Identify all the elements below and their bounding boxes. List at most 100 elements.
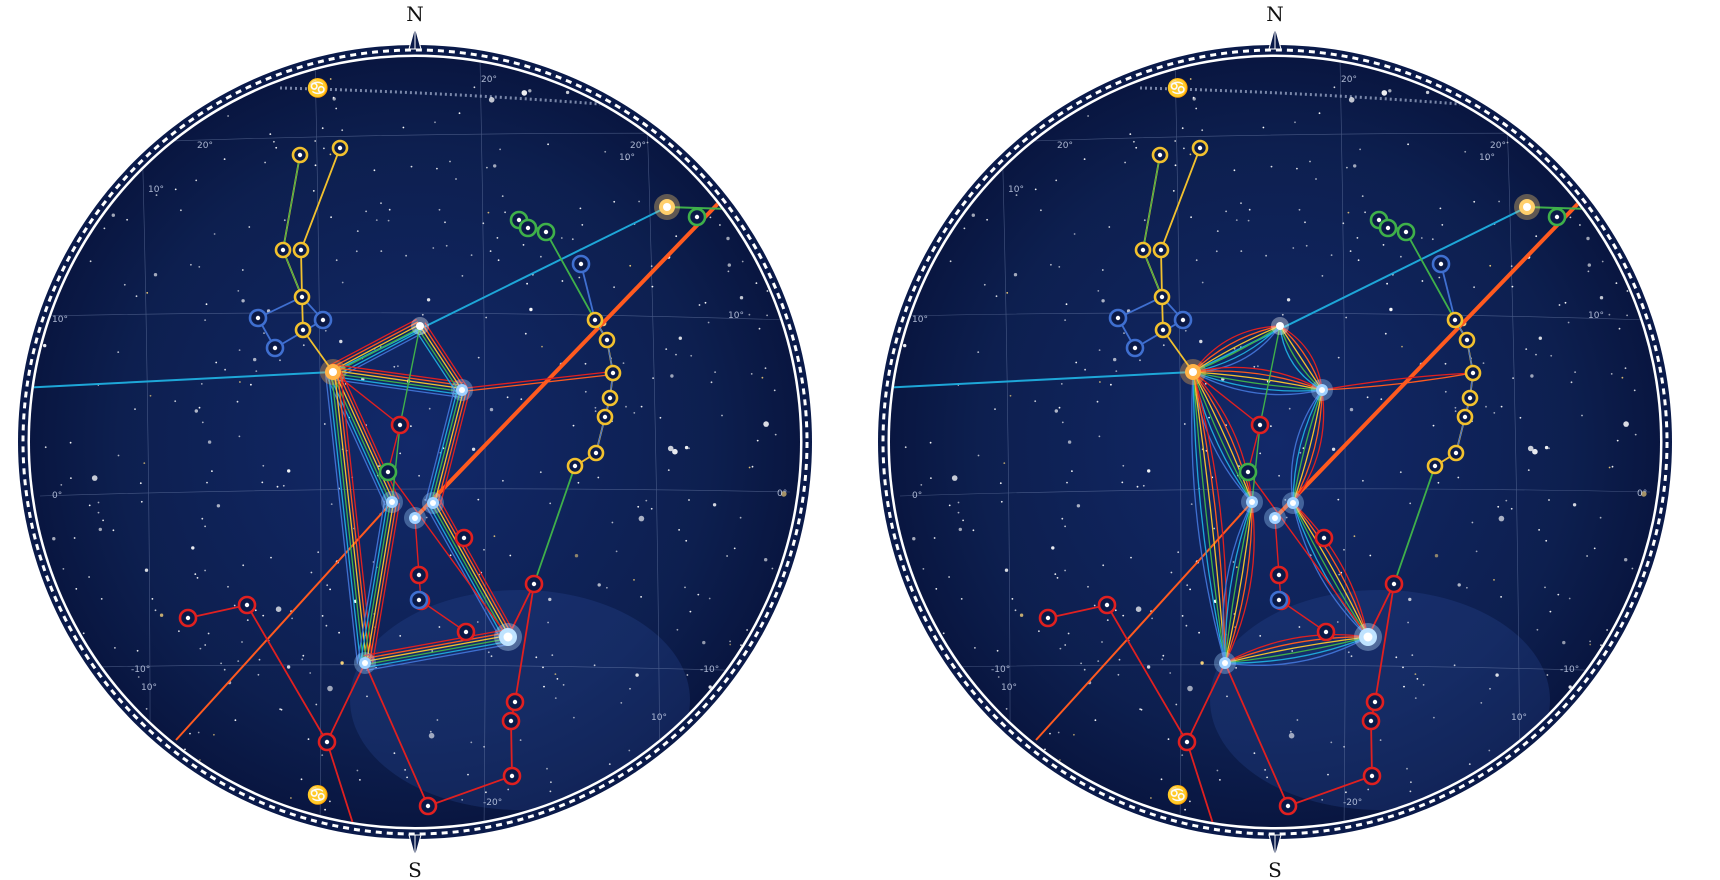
sky-map-left[interactable]: ♋ ♋ 20° 20° 20° 10° 10° 10° 10° 0° 0° -10° -10° 10° 10… xyxy=(0,0,860,880)
star-topB[interactable] xyxy=(687,207,707,227)
edge-strand xyxy=(1292,502,1369,638)
star-clubA[interactable] xyxy=(1152,241,1170,259)
star-rightLow[interactable] xyxy=(1384,574,1404,594)
star-lowA[interactable] xyxy=(1177,732,1197,752)
star-shB[interactable] xyxy=(1458,331,1476,349)
star-arm3[interactable] xyxy=(1173,310,1193,330)
star-g2[interactable] xyxy=(518,218,538,238)
star-shD[interactable] xyxy=(601,389,619,407)
sky-map-right[interactable]: ♋ ♋ 20° 20° 20° 10° 10° 10° 10° 0° 0° -10° -10° 10° 10… xyxy=(860,0,1720,880)
star-blueTop[interactable] xyxy=(1431,254,1451,274)
star-shC[interactable] xyxy=(604,364,622,382)
star-arm2[interactable] xyxy=(265,338,285,358)
edge-strand xyxy=(1192,325,1281,373)
star-arm3[interactable] xyxy=(313,310,333,330)
star-leftGrpA[interactable] xyxy=(1038,608,1058,628)
star-shG[interactable] xyxy=(1426,457,1444,475)
star-betelgeuse[interactable] xyxy=(1180,359,1206,385)
star-alnilam[interactable] xyxy=(404,507,426,529)
star-rightLow[interactable] xyxy=(524,574,544,594)
star-alnitak[interactable] xyxy=(1241,491,1263,513)
star-betelgeuse[interactable] xyxy=(320,359,346,385)
star-saiph[interactable] xyxy=(354,652,376,674)
star-arm1[interactable] xyxy=(248,308,268,328)
star-lowD[interactable] xyxy=(1361,711,1381,731)
star-shD[interactable] xyxy=(1461,389,1479,407)
star-bellatrix[interactable] xyxy=(451,379,473,401)
star-shF[interactable] xyxy=(587,444,605,462)
star-lowE[interactable] xyxy=(505,692,525,712)
star-shE[interactable] xyxy=(596,408,614,426)
star-shB[interactable] xyxy=(598,331,616,349)
star-arm1[interactable] xyxy=(1108,308,1128,328)
star-shC[interactable] xyxy=(1464,364,1482,382)
star-topB[interactable] xyxy=(1547,207,1567,227)
star-clubC[interactable] xyxy=(291,146,309,164)
sky-map-right-canvas[interactable]: ♋ ♋ 20° 20° 20° 10° 10° 10° 10° 0° 0° -10° -10° 10° 10… xyxy=(860,0,1720,880)
star-redMid[interactable] xyxy=(454,528,474,548)
star-g3[interactable] xyxy=(536,222,556,242)
star-mid1[interactable] xyxy=(1250,415,1270,435)
star-top-right-orange[interactable] xyxy=(1514,194,1540,220)
star-lowB[interactable] xyxy=(418,796,438,816)
star-sword1[interactable] xyxy=(409,565,429,585)
star-top-right-orange[interactable] xyxy=(654,194,680,220)
star-rigel[interactable] xyxy=(494,623,522,651)
star-blueTop[interactable] xyxy=(571,254,591,274)
star-m42[interactable] xyxy=(456,622,476,642)
star-nebula[interactable] xyxy=(1269,590,1289,610)
star-sword1[interactable] xyxy=(1269,565,1289,585)
star-lowE[interactable] xyxy=(1365,692,1385,712)
star-shG[interactable] xyxy=(566,457,584,475)
star-leftGrpA[interactable] xyxy=(178,608,198,628)
star-lowC[interactable] xyxy=(502,766,522,786)
star-g3[interactable] xyxy=(1396,222,1416,242)
star-shA[interactable] xyxy=(1446,311,1464,329)
star-shA[interactable] xyxy=(586,311,604,329)
star-mid1[interactable] xyxy=(390,415,410,435)
sky-map-left-canvas[interactable]: ♋ ♋ 20° 20° 20° 10° 10° 10° 10° 0° 0° -10° -10° 10° 10… xyxy=(0,0,860,880)
star-m42[interactable] xyxy=(1316,622,1336,642)
star xyxy=(184,748,186,751)
star-clubD[interactable] xyxy=(1191,139,1209,157)
star xyxy=(996,649,999,652)
star-clubB[interactable] xyxy=(1134,241,1152,259)
star-mid2[interactable] xyxy=(378,462,398,482)
star-mid2[interactable] xyxy=(1238,462,1258,482)
star-clubF[interactable] xyxy=(1154,321,1172,339)
star xyxy=(1087,585,1089,588)
star-meissa[interactable] xyxy=(1271,317,1289,335)
star-lowD[interactable] xyxy=(501,711,521,731)
star xyxy=(1199,339,1203,344)
star-clubE[interactable] xyxy=(293,288,311,306)
star-mintaka[interactable] xyxy=(422,492,444,514)
star-meissa[interactable] xyxy=(411,317,429,335)
star-clubF[interactable] xyxy=(294,321,312,339)
star xyxy=(1519,416,1522,419)
star-leftGrpB[interactable] xyxy=(237,595,257,615)
star-clubB[interactable] xyxy=(274,241,292,259)
star-lowB[interactable] xyxy=(1278,796,1298,816)
star-rigel[interactable] xyxy=(1354,623,1382,651)
star-bellatrix[interactable] xyxy=(1311,379,1333,401)
star-arm2[interactable] xyxy=(1125,338,1145,358)
star-clubC[interactable] xyxy=(1151,146,1169,164)
star-shE[interactable] xyxy=(1456,408,1474,426)
sky-disc[interactable] xyxy=(30,57,800,827)
sky-disc[interactable] xyxy=(890,57,1660,827)
star-alnilam[interactable] xyxy=(1264,507,1286,529)
star-alnitak[interactable] xyxy=(381,491,403,513)
star-lowC[interactable] xyxy=(1362,766,1382,786)
star-nebula[interactable] xyxy=(409,590,429,610)
star-shF[interactable] xyxy=(1447,444,1465,462)
shield-top-blue-line xyxy=(580,263,596,321)
star-clubA[interactable] xyxy=(292,241,310,259)
star-redMid[interactable] xyxy=(1314,528,1334,548)
star-g2[interactable] xyxy=(1378,218,1398,238)
star-clubE[interactable] xyxy=(1153,288,1171,306)
star-lowA[interactable] xyxy=(317,732,337,752)
star-saiph[interactable] xyxy=(1214,652,1236,674)
star-leftGrpB[interactable] xyxy=(1097,595,1117,615)
star-mintaka[interactable] xyxy=(1282,492,1304,514)
star-clubD[interactable] xyxy=(331,139,349,157)
